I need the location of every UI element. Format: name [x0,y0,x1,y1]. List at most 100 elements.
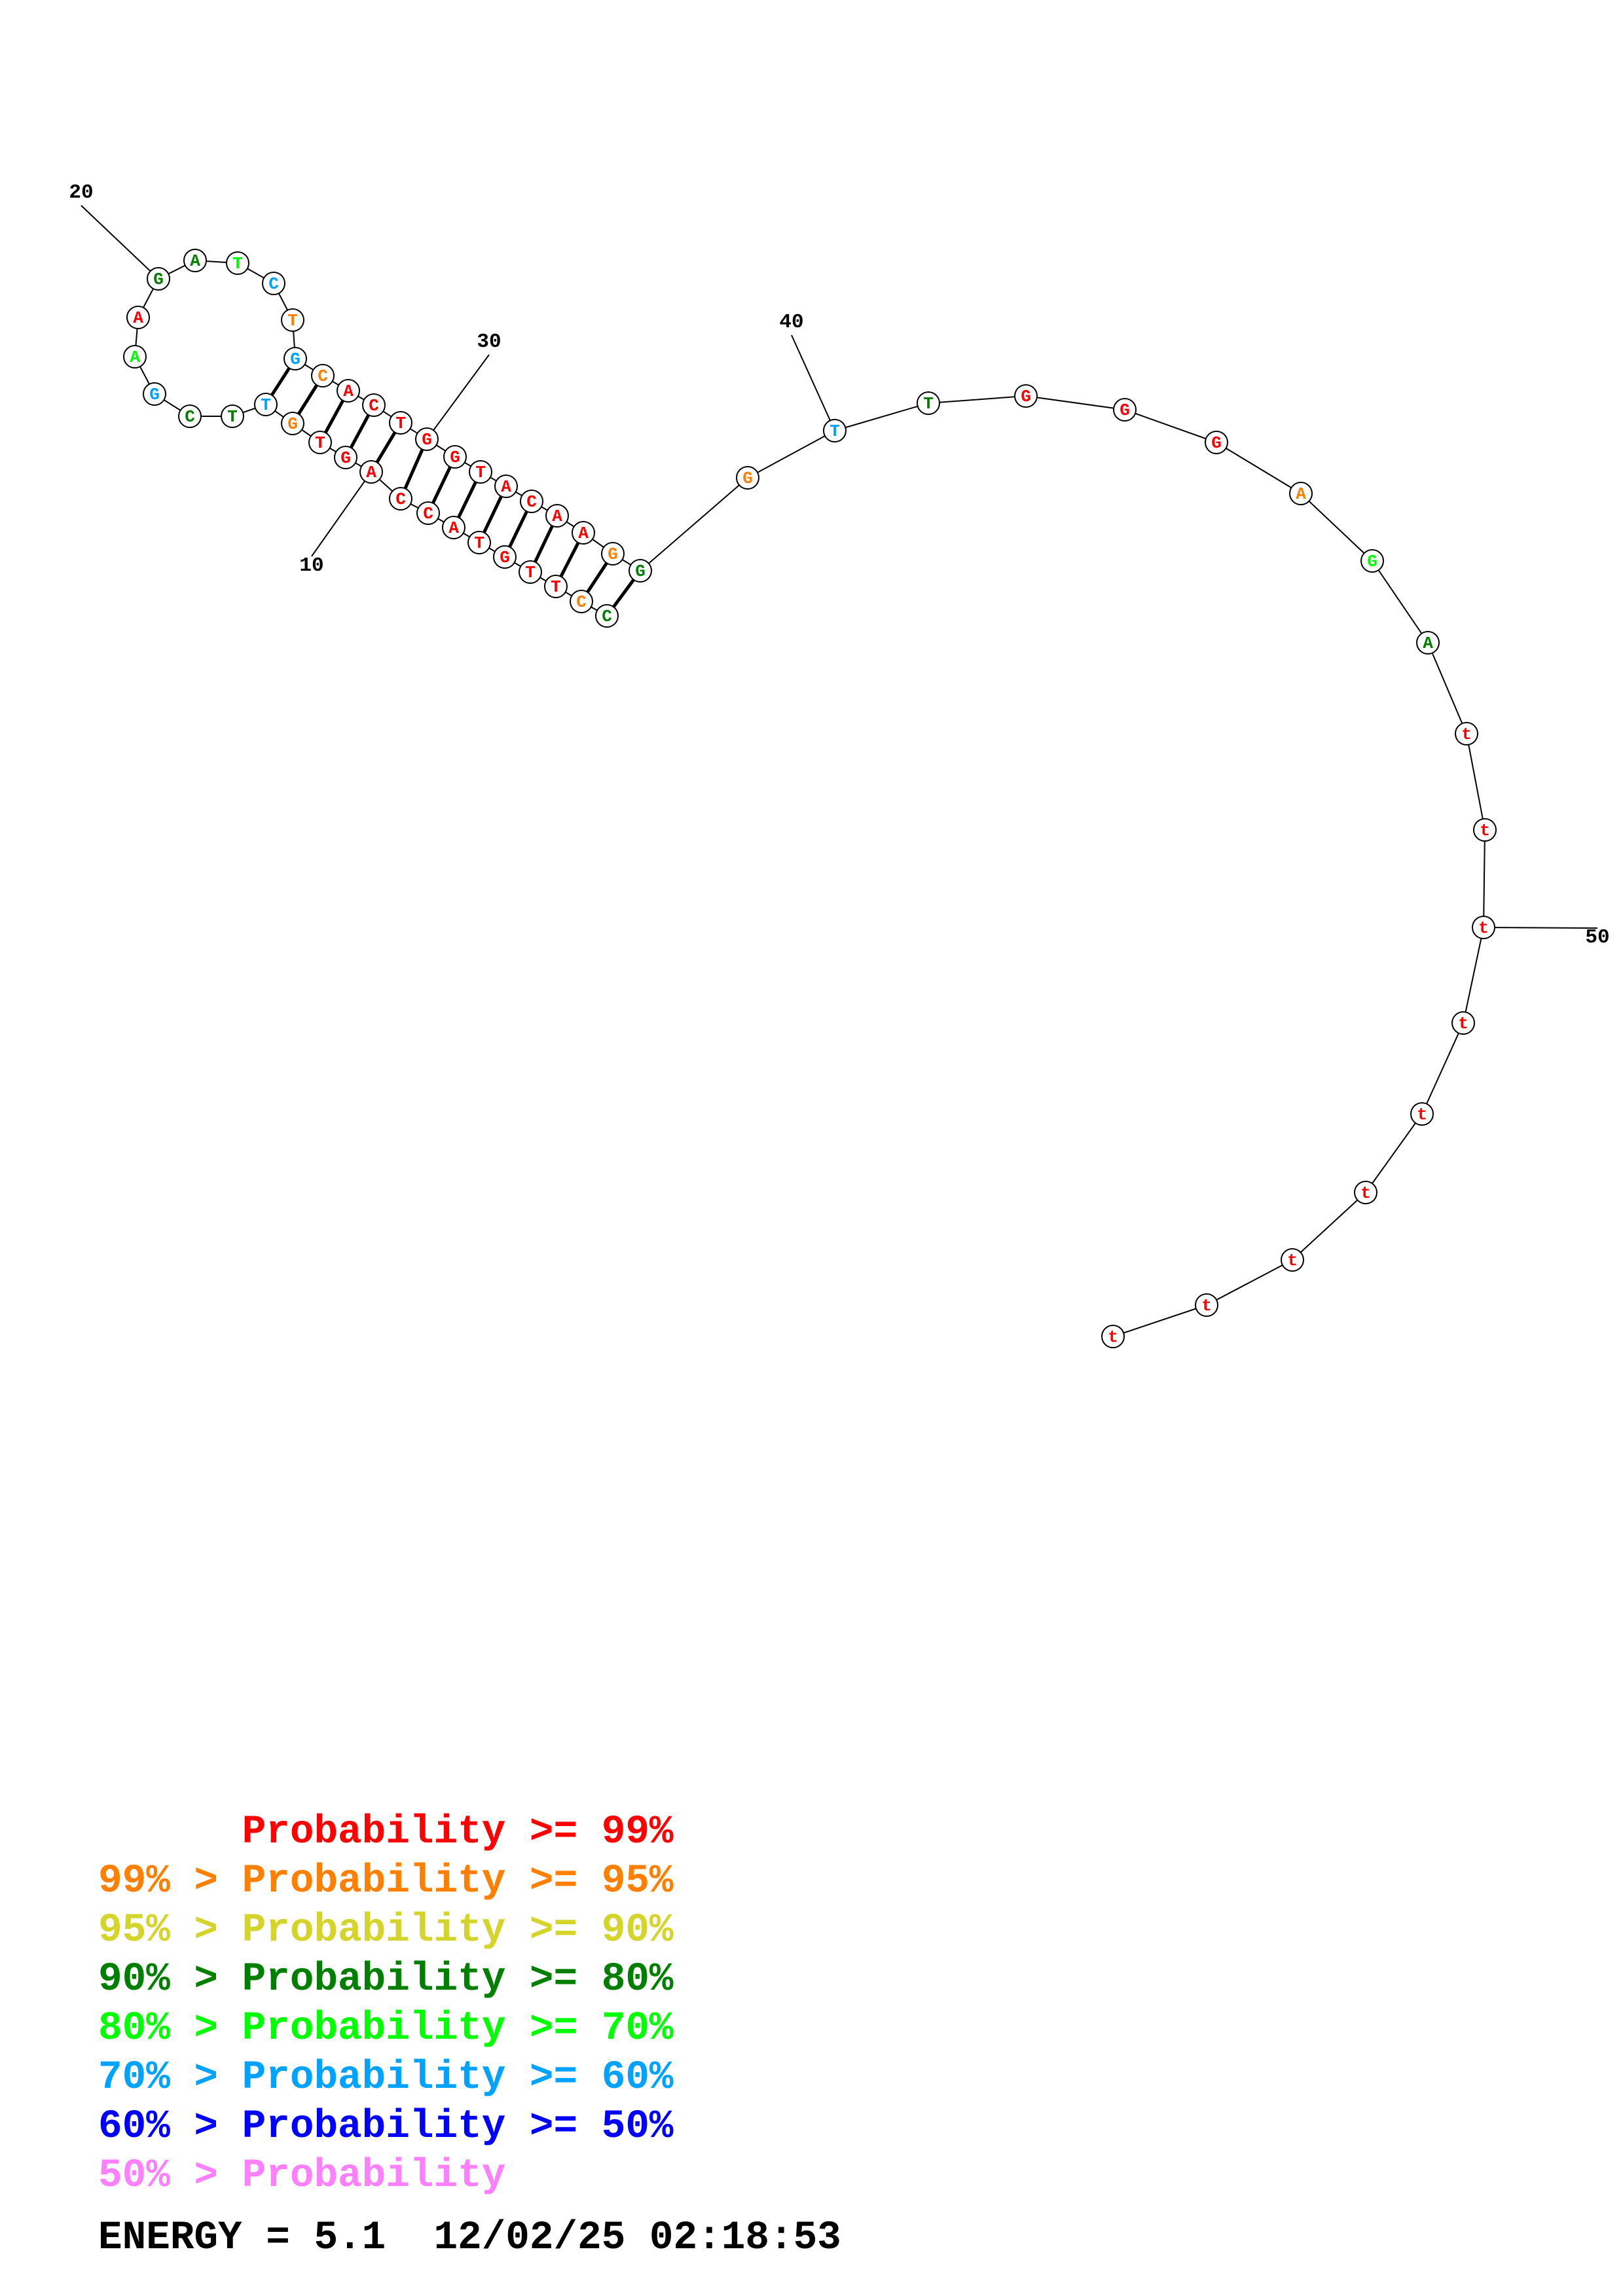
nucleotide: T [917,391,940,415]
nucleotide-circle [1354,1181,1377,1204]
base-pair-bond [349,414,371,449]
nucleotide-letter: G [340,448,351,468]
nucleotide: T [519,560,542,584]
nucleotide: C [520,490,543,513]
base-pair-bond [431,466,452,504]
nucleotide: G [283,347,307,370]
nucleotide: G [493,545,517,569]
legend-entry-70: 80% > Probability >= 70% [98,2006,674,2051]
nucleotide-circle [1451,1011,1475,1035]
base-pair-bond [375,431,397,463]
nucleotide-circle [467,531,491,554]
nucleotide-letter: G [742,469,753,488]
nucleotide-circle [178,404,202,428]
nucleotide-letter: A [366,463,376,482]
position-label: 30 [477,331,501,353]
nucleotide: t [1410,1102,1434,1126]
nucleotide: A [494,475,518,498]
base-pair-bond [297,384,319,415]
nucleotide-letter: T [475,463,486,482]
backbone-segment [834,403,929,431]
nucleotide: C [389,487,412,511]
nucleotide-circle [1101,1325,1125,1348]
nucleotide-circle [283,347,307,370]
position-label: 20 [69,181,93,204]
base-pair-bond [403,448,424,490]
nucleotide: G [334,446,357,469]
nucleotide: A [337,379,360,403]
backbone-segment [640,477,748,571]
nucleotide-circle [311,364,335,387]
nucleotide: t [1195,1293,1218,1317]
legend-entry-90: 95% > Probability >= 90% [98,1908,674,1953]
nucleotide-circle [544,575,568,598]
backbone [134,260,1486,1337]
nucleotide-circle [1289,482,1313,505]
nucleotide-circle [254,393,278,416]
nucleotide-circle [308,431,332,454]
nucleotide-letter: G [1120,401,1130,420]
nucleotide-letter: t [1360,1183,1371,1203]
base-pair-bond [534,525,554,563]
backbone-segment [928,395,1027,404]
position-tick [311,471,372,557]
nucleotide: A [183,249,207,272]
base-pair-bond [483,495,503,533]
nucleotide-letter: t [1458,1014,1468,1033]
position-label: 10 [299,554,323,577]
nucleotide: A [126,306,150,329]
nucleotide-circle [572,521,595,545]
nucleotide-circle [823,419,847,442]
legend-entry-99: Probability >= 99% [98,1810,674,1855]
backbone-segment [1372,560,1429,643]
nucleotide-letter: T [261,395,271,415]
nucleotide: G [1113,398,1137,422]
nucleotide: C [178,404,202,428]
position-label: 40 [779,311,803,334]
nucleotide-letter: t [1108,1327,1118,1347]
position-tick [81,205,159,279]
nucleotide-letter: G [608,545,618,564]
nucleotide-circle [226,251,249,275]
base-pair-bond [270,367,291,397]
nucleotide-circle [1472,916,1495,939]
nucleotide: C [595,604,619,628]
nucleotide: T [281,308,304,332]
nucleotide-letter: C [185,407,195,427]
backbone-segment [1421,1022,1464,1115]
nucleotide-letter: A [190,251,200,271]
nucleotide-letter: T [474,533,484,553]
position-ticks: 10 20 30 40 50 [69,181,1609,949]
position-tick [1483,927,1598,929]
nucleotide-circle [570,590,593,613]
nucleotide: t [1472,916,1495,939]
nucleotide-letter: A [1296,484,1306,504]
nucleotide-circle [359,460,383,484]
nucleotide-letter: t [1480,821,1490,840]
nucleotide-letter: A [578,524,589,543]
nucleotide-circle [1360,549,1384,573]
nucleotide-letter: T [525,563,536,583]
nucleotide-letter: G [422,430,432,450]
nucleotide-circle [183,249,207,272]
nucleotide-circle [1014,384,1038,408]
nucleotide: T [308,431,332,454]
nucleotide-circle [1205,431,1228,454]
nucleotide-letter: G [290,350,301,369]
nucleotide: G [443,445,467,469]
energy-footer: ENERGY = 5.1 12/02/25 02:18:53 [98,2215,841,2261]
nucleotide: G [736,466,759,490]
nucleotide-circle [147,267,170,291]
nucleotide-circle [416,501,440,525]
nucleotide-letter: G [450,448,460,467]
nucleotide-circle [337,379,360,403]
nucleotide: G [629,559,652,583]
nucleotide-letter: A [448,518,459,538]
nucleotide-letter: A [552,507,562,526]
backbone-segment [1206,1259,1293,1306]
base-pair-bond [508,511,528,548]
nucleotide-circle [126,306,150,329]
nucleotide-circle [1281,1248,1304,1272]
nucleotide-circle [595,604,619,628]
nucleotide: t [1101,1325,1125,1348]
